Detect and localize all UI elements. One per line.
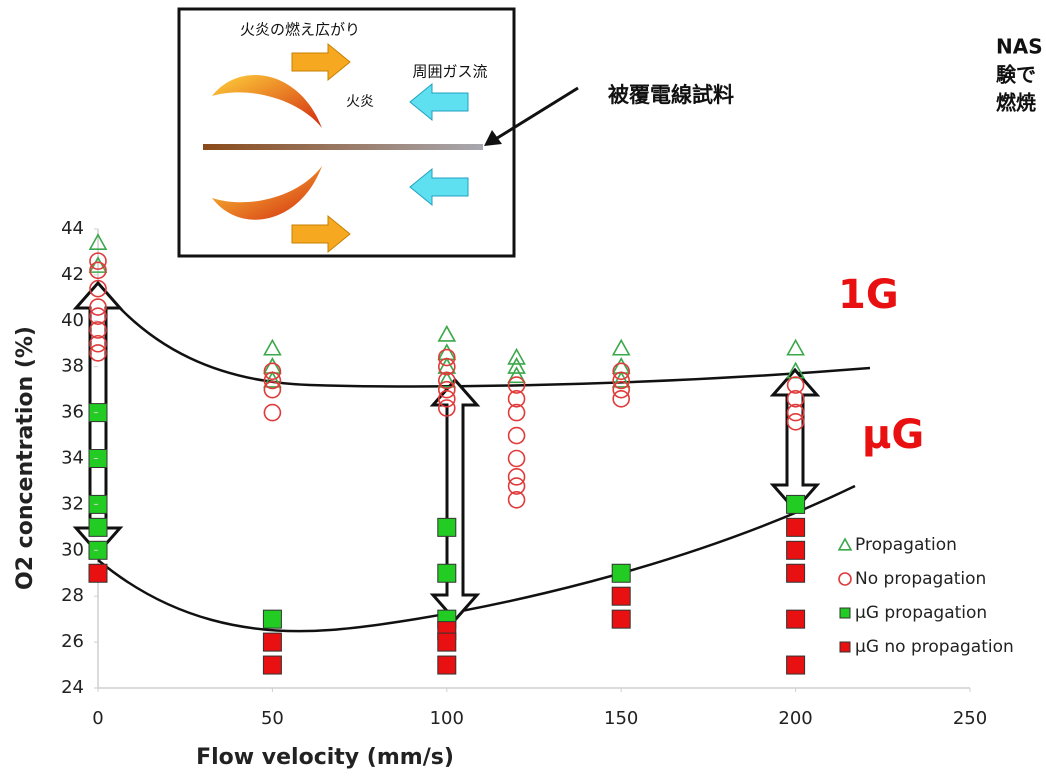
y-tick-label: 40 [61,310,84,331]
y-tick-label: 30 [61,539,84,560]
y-tick-label: 42 [61,264,84,285]
point [264,340,280,354]
x-tick-label: 50 [261,708,284,729]
point [613,340,629,354]
point [612,587,630,605]
point [509,428,525,444]
legend-marker [840,608,850,618]
point [787,564,805,582]
point [787,656,805,674]
annotation: 火炎の燃え広がり [240,21,360,39]
y-tick-label: 36 [61,402,84,423]
point [612,564,630,582]
point [439,327,455,341]
point [788,340,804,354]
legend-label: μG no propagation [855,637,1014,657]
fit-curve-ug [98,486,855,631]
point [89,518,107,536]
annotation: 験で [996,63,1036,87]
annotation: 火炎 [346,94,374,110]
point [787,518,805,536]
legend-label: Propagation [855,535,957,555]
point [263,610,281,628]
point [89,564,107,582]
double-arrow [433,380,477,620]
point [263,656,281,674]
point [509,451,525,467]
x-tick-label: 100 [430,708,464,729]
y-tick-label: 24 [61,677,84,698]
point [438,518,456,536]
point [509,469,525,485]
x-tick-label: 200 [778,708,812,729]
y-tick-label: 44 [61,218,84,239]
legend-marker [839,539,851,550]
point [438,564,456,582]
inset-diagram: 火炎の燃え広がり 周囲ガス流 火炎 [179,9,514,256]
y-tick-label: 26 [61,631,84,652]
annotation: 被覆電線試料 [608,83,734,107]
point [787,541,805,559]
annotation: 周囲ガス流 [412,63,487,81]
point [264,382,280,398]
y-tick-label: 34 [61,448,84,469]
inset-frame [179,9,514,256]
point [438,633,456,651]
annotation: 燃焼 [996,91,1036,115]
annotation: μG [862,412,924,458]
point [264,405,280,421]
annotation: 1G [838,272,899,318]
fit-curve-1g [98,283,870,386]
legend-marker [839,573,851,585]
point [787,495,805,513]
y-axis-label: O2 concentration (%) [13,326,38,590]
point [787,610,805,628]
point [613,391,629,407]
x-tick-label: 250 [953,708,987,729]
point [438,656,456,674]
annotation: NAS [996,35,1043,59]
chart: Flow velocity (mm/s) O2 concentration (%… [0,0,1046,782]
x-axis-label: Flow velocity (mm/s) [196,745,454,770]
point [263,633,281,651]
x-tick-label: 0 [92,708,103,729]
y-tick-label: 28 [61,585,84,606]
y-tick-label: 32 [61,493,84,514]
legend-label: No propagation [855,569,986,589]
point [613,382,629,398]
legend-label: μG propagation [855,603,987,623]
legend-marker [840,642,850,652]
point [509,350,525,364]
y-tick-label: 38 [61,356,84,377]
x-tick-label: 150 [604,708,638,729]
wire [203,144,483,150]
point [612,610,630,628]
